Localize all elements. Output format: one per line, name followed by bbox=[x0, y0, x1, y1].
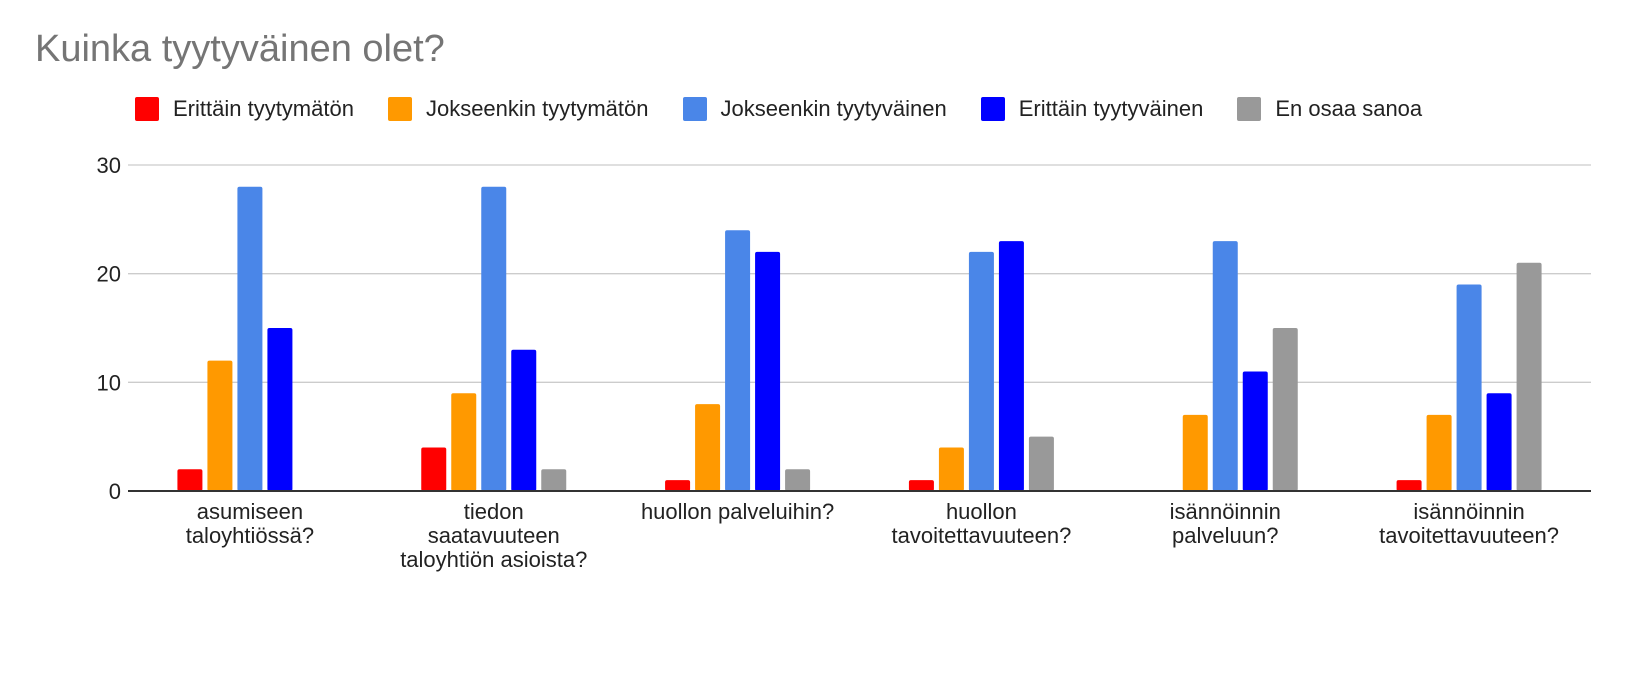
legend-item: Erittäin tyytyväinen bbox=[980, 96, 1204, 122]
bar bbox=[1272, 328, 1298, 491]
legend-item: Erittäin tyytymätön bbox=[135, 96, 354, 122]
bar bbox=[1028, 436, 1054, 491]
x-tick-label-line: tavoitettavuuteen? bbox=[1379, 523, 1559, 548]
x-tick-label: asumiseen taloyhtiössä? bbox=[186, 499, 314, 548]
bar bbox=[908, 480, 934, 491]
x-tick-label-line: palveluun? bbox=[1172, 523, 1278, 548]
bar bbox=[421, 447, 447, 491]
bar bbox=[998, 241, 1024, 491]
bar bbox=[267, 328, 293, 491]
bar bbox=[177, 469, 203, 491]
x-tick-label-line: isännöinnin bbox=[1170, 499, 1281, 524]
bar bbox=[511, 349, 537, 491]
chart-title: Kuinka tyytyväinen olet? bbox=[35, 28, 445, 70]
x-tick-label-line: asumiseen bbox=[197, 499, 303, 524]
legend-swatch bbox=[682, 97, 707, 121]
bar bbox=[207, 360, 233, 491]
bar bbox=[1212, 241, 1238, 491]
x-tick-label-line: saatavuuteen bbox=[428, 523, 560, 548]
bar bbox=[755, 251, 781, 491]
x-tick-label: isännöinnin palveluun? bbox=[1170, 499, 1281, 548]
y-tick-label: 0 bbox=[109, 479, 121, 504]
legend: Erittäin tyytymätön Jokseenkin tyytymätön… bbox=[135, 96, 1456, 122]
bar bbox=[695, 404, 721, 491]
legend-label: En osaa sanoa bbox=[1275, 96, 1423, 121]
bar bbox=[451, 393, 477, 491]
legend-item: En osaa sanoa bbox=[1237, 96, 1422, 122]
bar bbox=[237, 186, 263, 491]
bar bbox=[1182, 414, 1208, 491]
bar bbox=[1486, 393, 1512, 491]
bar bbox=[541, 469, 567, 491]
legend-swatch bbox=[135, 97, 159, 121]
x-tick-label-line: huollon palveluihin? bbox=[641, 499, 834, 524]
bar bbox=[785, 469, 811, 491]
y-tick-label: 20 bbox=[97, 262, 121, 287]
legend-swatch bbox=[980, 97, 1005, 121]
x-tick-label: isännöinnin tavoitettavuuteen? bbox=[1379, 499, 1559, 548]
bar bbox=[665, 480, 691, 491]
legend-label: Jokseenkin tyytyväinen bbox=[720, 96, 947, 121]
bar bbox=[1242, 371, 1268, 491]
x-tick-label: huollon palveluihin? bbox=[641, 499, 834, 524]
y-tick-label: 30 bbox=[97, 153, 121, 178]
legend-item: Jokseenkin tyytymätön bbox=[387, 96, 649, 122]
bar bbox=[481, 186, 507, 491]
x-tick-label-line: huollon bbox=[946, 499, 1017, 524]
y-tick-label: 10 bbox=[97, 370, 121, 395]
bar bbox=[725, 230, 751, 491]
legend-label: Jokseenkin tyytymätön bbox=[425, 96, 649, 121]
x-tick-label-line: isännöinnin bbox=[1413, 499, 1524, 524]
x-tick-label-line: tavoitettavuuteen? bbox=[892, 523, 1072, 548]
x-tick-label-line: taloyhtiössä? bbox=[186, 523, 314, 548]
bar bbox=[1516, 262, 1542, 491]
legend-label: Erittäin tyytyväinen bbox=[1018, 96, 1204, 121]
x-tick-label-line: tiedon bbox=[464, 499, 524, 524]
x-tick-label: tiedon saatavuuteen taloyhtiön asioista? bbox=[400, 499, 587, 572]
x-tick-label: huollon tavoitettavuuteen? bbox=[892, 499, 1072, 548]
bar bbox=[968, 251, 994, 491]
x-tick-label-line: taloyhtiön asioista? bbox=[400, 547, 587, 572]
bar bbox=[938, 447, 964, 491]
bar bbox=[1456, 284, 1482, 491]
legend-swatch bbox=[387, 97, 412, 121]
legend-swatch bbox=[1237, 97, 1262, 121]
bar bbox=[1426, 414, 1452, 491]
legend-item: Jokseenkin tyytyväinen bbox=[682, 96, 947, 122]
bar bbox=[1396, 480, 1422, 491]
legend-label: Erittäin tyytymätön bbox=[173, 96, 354, 121]
